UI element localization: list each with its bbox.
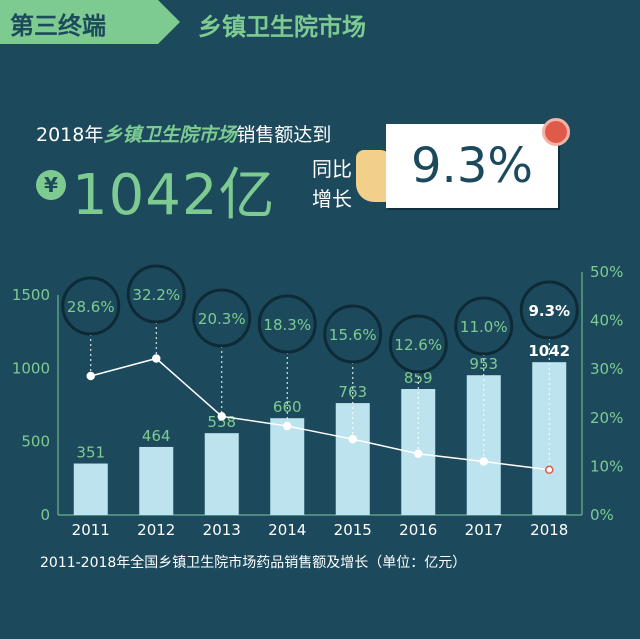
bar bbox=[270, 418, 305, 515]
growth-point bbox=[479, 457, 488, 466]
headline-suffix: 销售额达到 bbox=[236, 124, 332, 146]
growth-label: 11.0% bbox=[460, 318, 508, 336]
x-tick-label: 2014 bbox=[268, 521, 306, 539]
bar bbox=[335, 403, 370, 515]
y2-tick-label: 0% bbox=[590, 506, 614, 524]
growth-label: 28.6% bbox=[67, 298, 115, 316]
headline-prefix: 2018年 bbox=[36, 124, 104, 146]
growth-point bbox=[545, 465, 554, 475]
growth-bubble bbox=[257, 294, 317, 354]
growth-point bbox=[86, 371, 95, 381]
y2-tick-label: 40% bbox=[590, 312, 623, 330]
x-tick-label: 2012 bbox=[137, 521, 175, 539]
bar-value-label: 1042 bbox=[528, 342, 570, 360]
growth-point bbox=[348, 434, 357, 444]
bar-value-label: 351 bbox=[76, 444, 105, 462]
y-tick-label: 1000 bbox=[12, 359, 50, 377]
yoy-label: 同比 增长 bbox=[312, 154, 356, 214]
bar bbox=[73, 463, 108, 515]
x-tick-label: 2018 bbox=[530, 521, 568, 539]
x-tick-label: 2015 bbox=[334, 521, 372, 539]
growth-label: 18.3% bbox=[263, 316, 311, 334]
growth-bubble bbox=[388, 314, 448, 374]
growth-bubble bbox=[61, 276, 121, 336]
growth-label: 12.6% bbox=[394, 336, 442, 354]
section-tag: 第三终端 bbox=[0, 0, 180, 44]
growth-card: 9.3% bbox=[386, 124, 558, 208]
x-tick-label: 2016 bbox=[399, 521, 437, 539]
growth-value: 9.3% bbox=[411, 138, 533, 194]
y2-tick-label: 50% bbox=[590, 263, 623, 281]
growth-point bbox=[283, 421, 292, 431]
chart-caption: 2011-2018年全国乡镇卫生院市场药品销售额及增长（单位：亿元） bbox=[40, 555, 467, 571]
x-tick-label: 2011 bbox=[72, 521, 110, 539]
growth-bubble bbox=[126, 264, 186, 324]
bar-value-label: 464 bbox=[142, 427, 171, 445]
y-tick-label: 1500 bbox=[12, 286, 50, 304]
growth-point bbox=[217, 412, 226, 421]
currency-badge: ¥ bbox=[36, 170, 66, 200]
growth-point bbox=[414, 449, 423, 459]
y2-tick-label: 30% bbox=[590, 360, 623, 378]
y2-tick-label: 10% bbox=[590, 457, 623, 475]
y2-tick-label: 20% bbox=[590, 409, 623, 427]
x-tick-label: 2013 bbox=[203, 521, 241, 539]
growth-label: 9.3% bbox=[528, 302, 570, 320]
growth-label: 32.2% bbox=[132, 286, 180, 304]
growth-bubble bbox=[192, 288, 252, 348]
section-tag-label: 第三终端 bbox=[10, 12, 106, 40]
yoy-label-line1: 同比 bbox=[312, 157, 352, 181]
growth-label: 20.3% bbox=[198, 310, 246, 328]
yoy-label-line2: 增长 bbox=[312, 187, 352, 211]
y-tick-label: 500 bbox=[21, 433, 50, 451]
growth-bubble bbox=[519, 280, 579, 340]
growth-bubble bbox=[323, 304, 383, 364]
page-title: 乡镇卫生院市场 bbox=[198, 13, 366, 41]
headline-highlight: 乡镇卫生院市场 bbox=[103, 124, 237, 146]
headline-text: 2018年乡镇卫生院市场销售额达到 bbox=[36, 120, 331, 147]
y-tick-label: 0 bbox=[40, 506, 50, 524]
sales-amount: 1042亿 bbox=[72, 163, 276, 228]
growth-line bbox=[90, 357, 550, 471]
growth-bubble bbox=[454, 296, 514, 356]
award-ribbon-icon bbox=[542, 118, 570, 146]
x-tick-label: 2017 bbox=[465, 521, 503, 539]
bar bbox=[204, 433, 239, 515]
bar bbox=[139, 446, 174, 515]
growth-label: 15.6% bbox=[329, 326, 377, 344]
growth-point bbox=[152, 354, 161, 363]
